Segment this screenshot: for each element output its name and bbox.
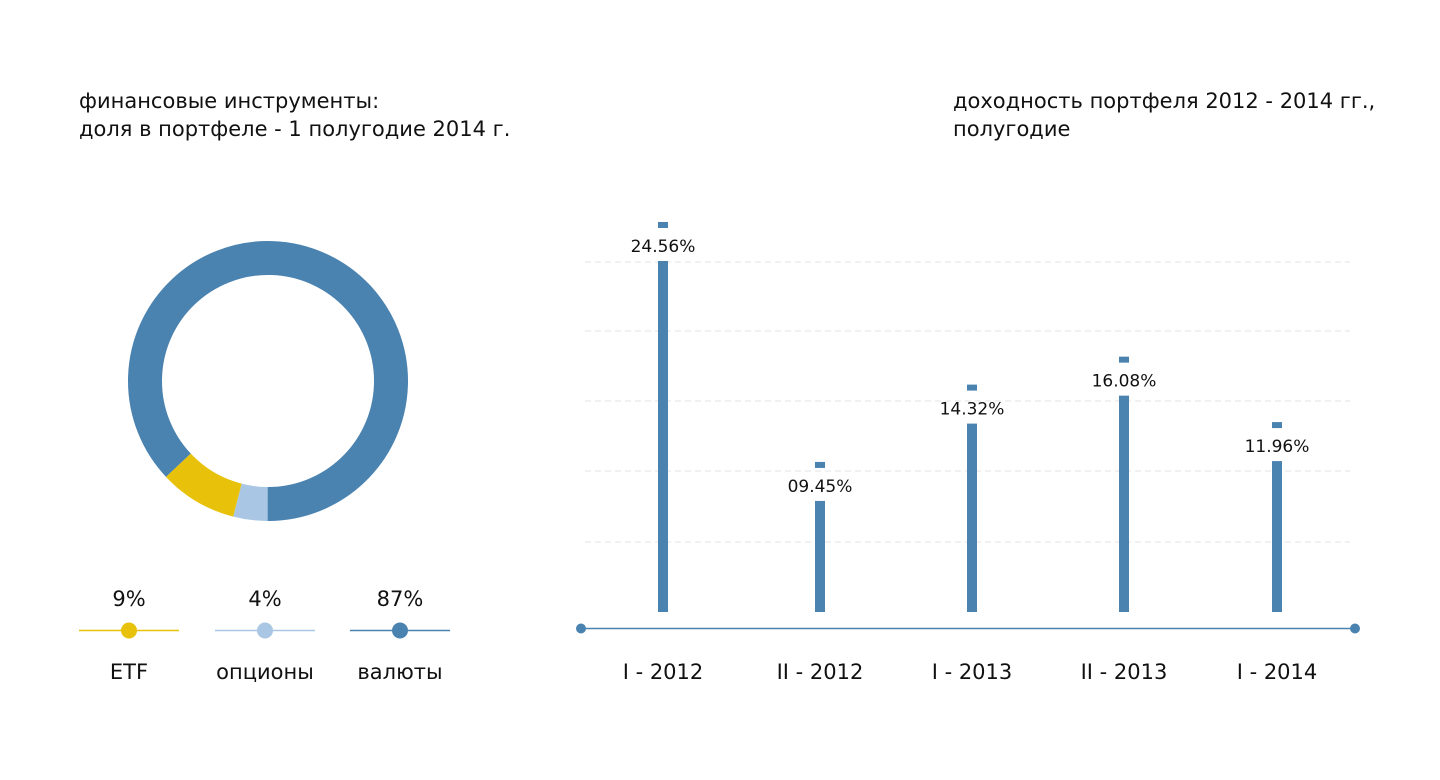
bar-value-label: 14.32% — [940, 400, 1005, 420]
bar-value-label: 16.08% — [1092, 372, 1157, 392]
legend-dot-currencies — [392, 622, 408, 639]
bar-value-label: 09.45% — [788, 477, 853, 497]
bar-cap — [658, 221, 668, 228]
legend-percent-etf: 9% — [112, 587, 145, 611]
bar-cap — [1119, 356, 1129, 363]
bar-title-line-2: полугодие — [953, 117, 1071, 141]
legend-label-options: опционы — [216, 660, 314, 684]
bar — [658, 221, 668, 612]
donut-chart: 9% ETF 4% опционы 87% валюты — [79, 241, 450, 684]
bar-column — [1119, 395, 1129, 612]
bar-cap — [967, 384, 977, 391]
bar — [967, 384, 977, 612]
bar-value-label: 24.56% — [631, 237, 696, 257]
legend-dot-options — [257, 622, 273, 639]
donut-slice-currencies — [128, 241, 408, 521]
bar-cap — [1272, 422, 1282, 429]
legend-label-currencies: валюты — [357, 660, 442, 684]
bar-column — [658, 260, 668, 612]
bar — [1119, 356, 1129, 612]
bar — [815, 461, 825, 612]
bar-title-line-1: доходность портфеля 2012 - 2014 гг., — [953, 89, 1376, 113]
x-tick-label: I - 2012 — [623, 660, 704, 684]
bar-column — [1272, 461, 1282, 612]
axis-end-dot — [1350, 623, 1360, 634]
legend-dot-etf — [121, 622, 137, 639]
x-tick-label: II - 2012 — [777, 660, 864, 684]
x-tick-label: I - 2014 — [1237, 660, 1318, 684]
legend-label-etf: ETF — [110, 660, 148, 684]
donut-slice-etf — [128, 241, 408, 521]
bar-chart-title: доходность портфеля 2012 - 2014 гг., пол… — [953, 87, 1375, 143]
donut-title-line-1: финансовые инструменты: — [79, 89, 380, 113]
legend-percent-currencies: 87% — [377, 587, 424, 611]
x-tick-label: II - 2013 — [1081, 660, 1168, 684]
legend-percent-options: 4% — [248, 587, 281, 611]
donut-chart-title: финансовые инструменты: доля в портфеле … — [79, 87, 510, 143]
bar — [1272, 422, 1282, 612]
donut-ring — [128, 241, 408, 521]
bar-column — [967, 423, 977, 612]
x-tick-label: I - 2013 — [932, 660, 1013, 684]
axis-start-dot — [576, 623, 586, 634]
donut-title-line-2: доля в портфеле - 1 полугодие 2014 г. — [79, 117, 511, 141]
bar-value-label: 11.96% — [1245, 437, 1310, 457]
bar-cap — [815, 461, 825, 468]
bar-column — [815, 500, 825, 612]
